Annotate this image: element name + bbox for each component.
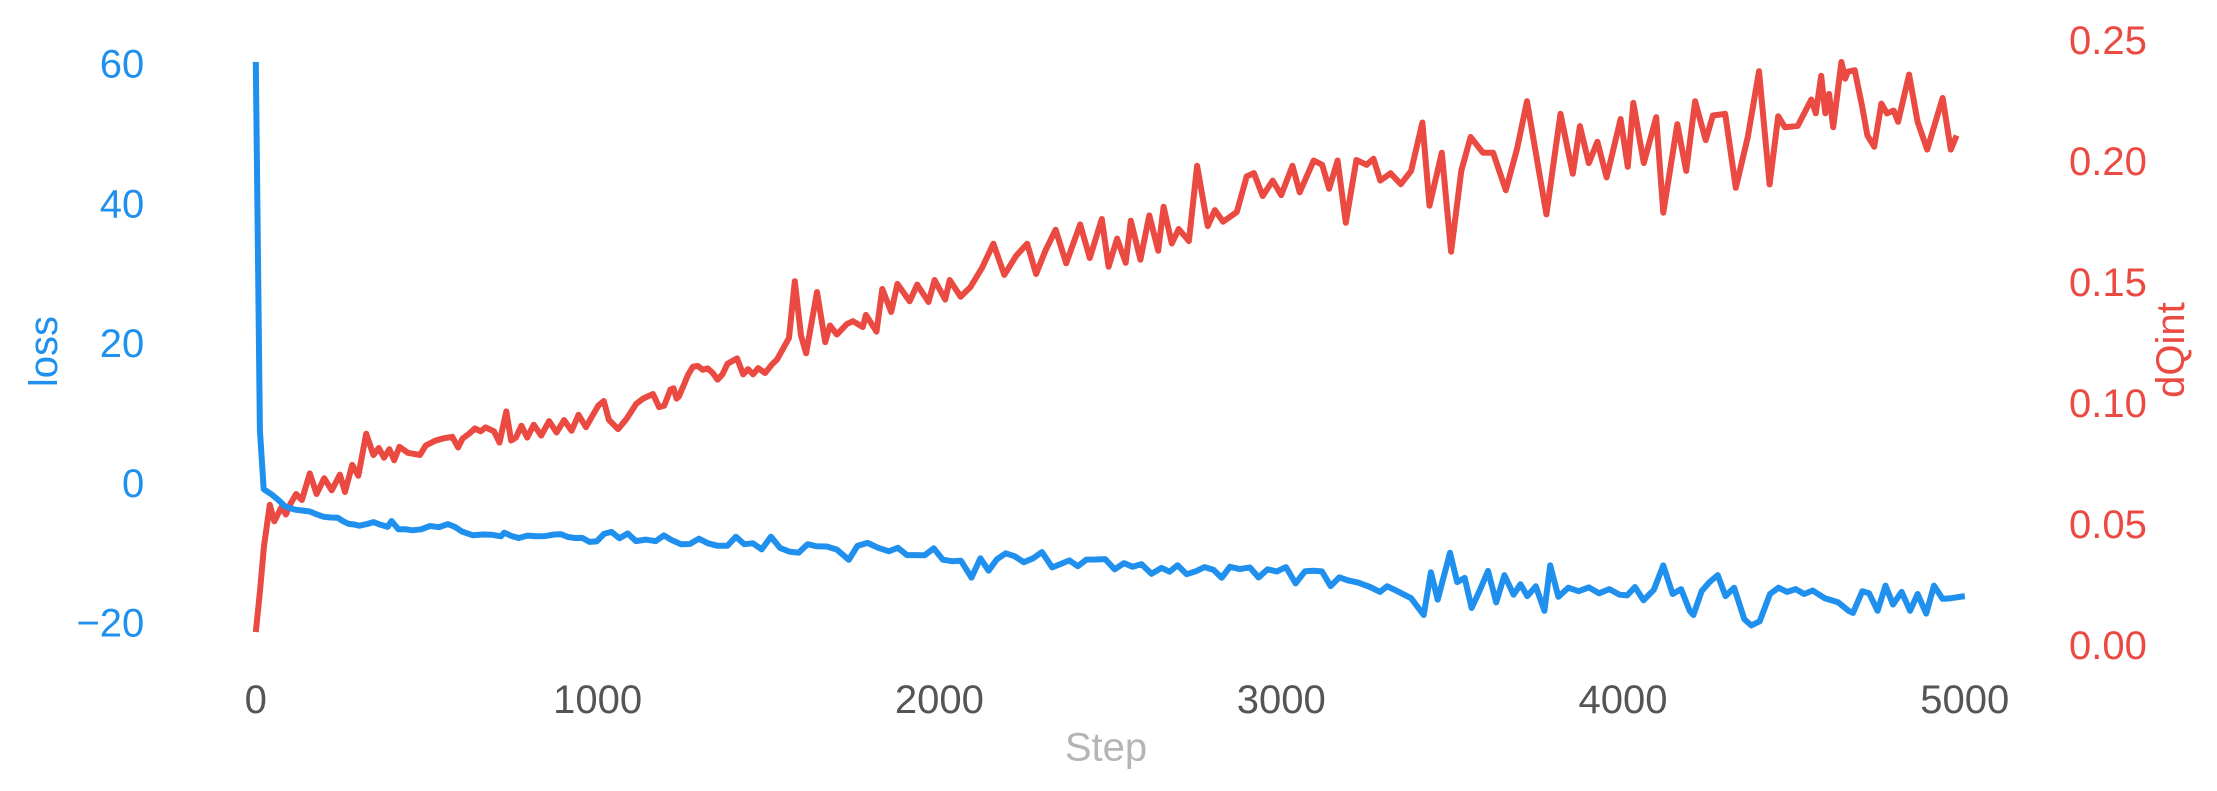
svg-text:20: 20 bbox=[100, 322, 145, 366]
svg-text:3000: 3000 bbox=[1237, 678, 1326, 722]
svg-text:0.00: 0.00 bbox=[2069, 624, 2147, 668]
svg-text:0: 0 bbox=[122, 462, 144, 506]
svg-text:60: 60 bbox=[100, 43, 145, 87]
svg-text:0.15: 0.15 bbox=[2069, 261, 2147, 305]
svg-text:Step: Step bbox=[1065, 726, 1147, 770]
svg-text:0.20: 0.20 bbox=[2069, 140, 2147, 184]
svg-text:2000: 2000 bbox=[895, 678, 984, 722]
svg-text:dQint: dQint bbox=[2149, 302, 2193, 398]
svg-text:5000: 5000 bbox=[1920, 678, 2009, 722]
svg-text:0.25: 0.25 bbox=[2069, 19, 2147, 63]
svg-text:1000: 1000 bbox=[553, 678, 642, 722]
svg-text:−20: −20 bbox=[76, 602, 144, 646]
svg-text:loss: loss bbox=[22, 316, 66, 387]
svg-text:0: 0 bbox=[245, 678, 267, 722]
svg-text:0.05: 0.05 bbox=[2069, 503, 2147, 547]
svg-text:4000: 4000 bbox=[1579, 678, 1668, 722]
svg-text:40: 40 bbox=[100, 182, 145, 226]
svg-text:0.10: 0.10 bbox=[2069, 382, 2147, 426]
